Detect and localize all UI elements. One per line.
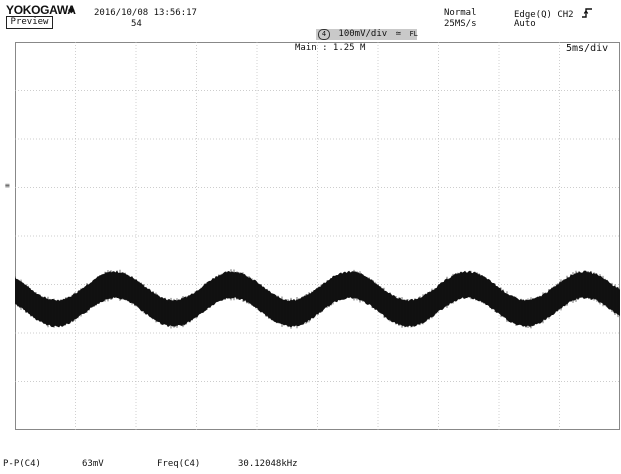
trigger-mode: Auto <box>514 19 536 30</box>
coupling-ac-icon: ≃ <box>396 29 401 39</box>
vertical-scale: 100mV/div <box>338 29 387 39</box>
measurement-name-ppc4: P-P(C4) <box>3 459 41 470</box>
bandwidth-full-icon: FL <box>409 30 417 38</box>
display-grid <box>15 42 620 430</box>
ground-level-marker: ≡ <box>5 181 10 190</box>
sample-rate: 25MS/s <box>444 19 477 30</box>
measurement-name-freqc4: Freq(C4) <box>157 459 200 470</box>
measurement-value-freqc4: 30.12048kHz <box>238 459 298 470</box>
brand-logo: YOKOGAWA <box>6 3 76 17</box>
rising-edge-icon <box>581 8 593 18</box>
acquisition-datetime: 2016/10/08 13:56:17 <box>94 8 197 19</box>
ch4-waveform-trace <box>15 269 620 329</box>
diamond-icon: ◆ <box>68 3 75 16</box>
channel-4-settings-bar[interactable]: 4 100mV/div ≃ FL <box>316 29 417 40</box>
channel-number-badge: 4 <box>318 29 330 40</box>
record-number: 54 <box>131 19 142 30</box>
acquisition-mode: Normal <box>444 8 477 19</box>
waveform-display[interactable] <box>15 42 620 430</box>
preview-indicator: Preview <box>6 16 53 29</box>
measurement-value-ppc4: 63mV <box>82 459 104 470</box>
